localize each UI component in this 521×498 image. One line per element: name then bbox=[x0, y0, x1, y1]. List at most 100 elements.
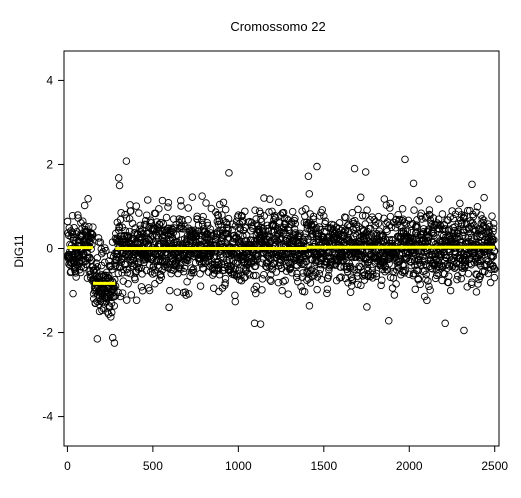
data-point bbox=[424, 277, 432, 285]
data-point bbox=[490, 265, 499, 274]
data-point bbox=[177, 202, 185, 210]
data-point bbox=[291, 214, 299, 223]
data-point bbox=[156, 270, 165, 279]
data-point bbox=[196, 282, 205, 290]
data-point bbox=[89, 223, 97, 231]
data-point bbox=[260, 194, 268, 202]
data-point bbox=[155, 205, 163, 213]
data-point bbox=[225, 169, 233, 177]
data-point bbox=[471, 255, 480, 263]
data-point bbox=[114, 174, 123, 182]
data-point bbox=[335, 219, 344, 227]
data-point bbox=[422, 275, 430, 283]
data-point bbox=[227, 250, 236, 258]
data-point bbox=[291, 219, 300, 228]
data-point bbox=[122, 157, 131, 165]
data-point bbox=[274, 198, 283, 206]
data-point bbox=[212, 229, 221, 238]
data-point bbox=[419, 252, 427, 261]
data-point bbox=[460, 326, 468, 335]
data-point bbox=[72, 273, 80, 281]
data-point bbox=[214, 211, 223, 220]
data-point bbox=[176, 196, 185, 205]
data-point bbox=[340, 231, 349, 240]
data-point bbox=[489, 252, 498, 261]
data-point bbox=[420, 292, 429, 301]
data-point bbox=[94, 234, 103, 242]
data-point bbox=[454, 228, 462, 236]
data-point bbox=[461, 261, 470, 269]
data-point bbox=[476, 272, 485, 280]
data-point bbox=[475, 275, 483, 284]
data-point bbox=[203, 218, 211, 227]
data-point bbox=[488, 212, 496, 220]
data-point bbox=[388, 284, 397, 292]
data-point bbox=[438, 210, 447, 218]
data-point bbox=[69, 289, 77, 298]
data-point bbox=[118, 289, 127, 297]
data-point bbox=[162, 213, 171, 222]
data-point bbox=[107, 308, 116, 317]
data-point bbox=[451, 263, 459, 271]
data-point bbox=[321, 217, 330, 225]
data-point bbox=[142, 266, 151, 275]
x-tick-label: 2500 bbox=[481, 459, 508, 473]
data-point bbox=[102, 246, 110, 255]
data-point bbox=[155, 220, 163, 228]
data-point bbox=[463, 283, 471, 291]
y-tick-label: 0 bbox=[46, 242, 53, 256]
data-point bbox=[169, 226, 177, 234]
data-point bbox=[188, 193, 197, 201]
data-point bbox=[250, 319, 259, 328]
data-point bbox=[79, 217, 87, 225]
data-point bbox=[274, 278, 283, 287]
data-point bbox=[263, 263, 271, 271]
data-point bbox=[164, 198, 173, 207]
data-point bbox=[155, 220, 164, 229]
data-point bbox=[300, 287, 309, 296]
data-point bbox=[337, 273, 345, 281]
data-point bbox=[115, 181, 124, 190]
data-point bbox=[425, 206, 434, 214]
y-tick-label: -2 bbox=[42, 326, 53, 340]
data-point bbox=[117, 208, 125, 217]
data-point bbox=[256, 320, 265, 328]
data-point bbox=[252, 289, 260, 298]
data-point bbox=[374, 212, 383, 221]
data-point bbox=[288, 269, 296, 277]
data-point bbox=[306, 279, 315, 287]
data-point bbox=[241, 223, 249, 232]
data-point bbox=[251, 262, 260, 270]
data-point bbox=[345, 237, 354, 245]
data-point bbox=[468, 180, 476, 189]
data-point bbox=[267, 277, 275, 285]
data-point bbox=[160, 262, 168, 270]
data-point bbox=[478, 215, 487, 223]
data-point bbox=[166, 286, 174, 295]
data-point bbox=[260, 270, 268, 279]
data-point bbox=[351, 229, 359, 238]
data-point bbox=[472, 288, 481, 296]
data-point bbox=[386, 199, 395, 208]
data-point bbox=[361, 168, 370, 176]
data-point bbox=[142, 211, 151, 219]
data-point bbox=[173, 288, 182, 296]
data-point bbox=[435, 195, 443, 203]
data-point bbox=[91, 265, 99, 273]
data-point bbox=[105, 303, 114, 311]
data-point bbox=[391, 224, 400, 232]
data-point bbox=[258, 286, 266, 294]
data-point bbox=[464, 233, 472, 242]
data-point bbox=[115, 222, 124, 231]
data-point bbox=[304, 274, 313, 283]
data-point bbox=[391, 252, 400, 260]
data-point bbox=[386, 212, 395, 221]
data-point bbox=[385, 259, 393, 268]
data-point bbox=[253, 255, 262, 263]
data-point bbox=[477, 211, 485, 219]
data-point bbox=[426, 286, 434, 294]
data-point bbox=[372, 269, 381, 278]
data-point bbox=[398, 204, 407, 213]
data-point bbox=[335, 274, 344, 282]
